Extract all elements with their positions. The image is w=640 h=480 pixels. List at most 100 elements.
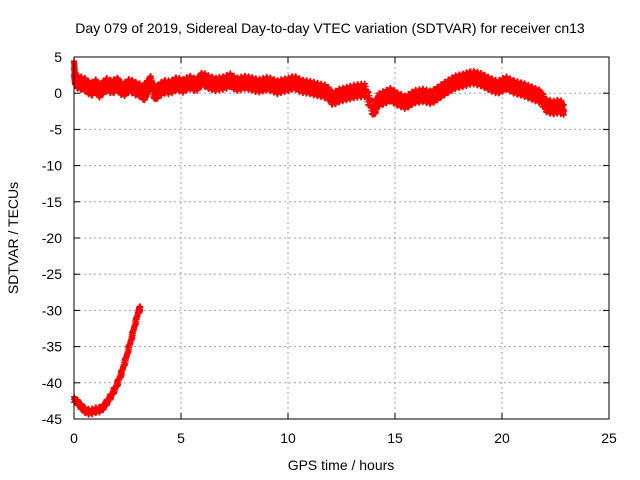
grid-lines [74,57,609,419]
data-point [274,84,281,91]
data-point [75,400,82,407]
data-point [88,86,95,93]
data-point [180,83,187,89]
data-point [205,79,212,86]
y-tick-label: -35 [42,339,62,355]
y-tick-label: 0 [54,85,62,101]
y-tick-label: 5 [54,49,62,65]
data-point [297,83,304,89]
y-tick-label: -45 [42,411,62,427]
x-tick-label: 0 [70,430,78,446]
data-point [451,79,458,86]
data-point [227,77,234,84]
data-point [511,84,518,91]
data-points [71,58,568,418]
data-point [109,390,116,397]
data-point [109,84,116,91]
chart-title: Day 079 of 2019, Sidereal Day-to-day VTE… [75,20,585,36]
data-point [561,106,568,113]
data-point [543,103,550,110]
data-point [362,87,368,94]
data-point [113,382,120,388]
data-point [419,92,426,99]
data-point [96,406,103,413]
data-point [443,84,450,91]
x-tick-label: 25 [601,430,617,446]
data-point [503,80,510,87]
x-tick-label: 10 [280,430,296,446]
data-point [336,92,343,99]
data-point [79,405,86,412]
data-point [323,88,330,95]
data-point [520,86,527,93]
data-point [529,90,535,97]
data-point [285,81,291,88]
data-point [381,94,388,101]
data-point [220,80,227,87]
data-point [193,82,199,89]
series-band-markers [71,58,567,119]
x-tick-label: 20 [494,430,510,446]
data-point [263,80,270,87]
data-point [278,83,285,89]
data-point [434,90,441,97]
data-point [329,96,336,102]
y-tick-label: -20 [42,230,62,246]
data-point [387,91,394,98]
axis-ticks: 0 5 10 15 20 25 5 0 -5 -10 -15 -20 -25 -30 -35 -40 -45 [42,49,617,446]
x-tick-label: 5 [177,430,185,446]
data-point [550,104,557,111]
data-point [92,407,99,414]
data-point [72,77,79,84]
data-point [137,304,144,311]
data-point [167,84,174,91]
data-point [486,80,493,87]
data-point [402,99,409,106]
x-tick-label: 15 [387,430,403,446]
data-point [81,81,88,88]
data-point [353,88,360,94]
y-tick-label: -25 [42,266,62,282]
data-point [267,81,274,88]
data-point [130,325,137,332]
data-point [255,83,261,89]
data-point [233,81,240,88]
data-point [92,83,99,89]
data-point [469,74,475,81]
data-point [139,88,146,94]
data-point [152,92,159,99]
data-point [537,93,544,100]
data-point [96,88,103,94]
data-point [122,357,129,364]
data-point [411,93,418,100]
data-point [344,90,351,97]
y-tick-label: -15 [42,194,62,210]
data-point [113,80,120,87]
data-point [428,94,435,101]
data-point [160,83,167,90]
data-point [118,371,125,378]
data-point [186,79,193,86]
data-point [374,97,381,104]
data-point [212,81,219,88]
data-point [101,403,107,410]
y-axis-label: SDTVAR / TECUs [5,182,21,294]
data-point [143,84,150,91]
data-point [242,79,249,86]
x-axis-label: GPS time / hours [288,457,395,473]
data-point [133,85,140,92]
data-point [103,81,110,88]
data-point [126,82,133,89]
y-tick-label: -5 [50,121,63,137]
data-point [75,79,82,86]
data-point [460,77,467,84]
data-point [135,309,142,316]
data-point [126,342,133,349]
data-point [306,84,313,91]
y-tick-label: -40 [42,375,62,391]
data-point [148,79,154,86]
y-tick-label: -30 [42,302,62,318]
data-point [494,84,501,91]
y-tick-label: -10 [42,158,62,174]
